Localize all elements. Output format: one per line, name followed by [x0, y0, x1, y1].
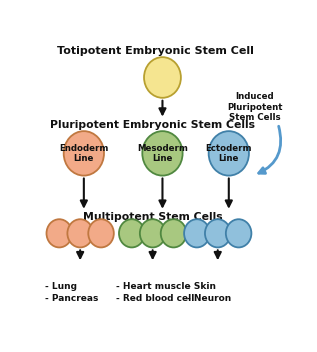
Text: Mesoderm
Line: Mesoderm Line — [137, 144, 188, 163]
Text: Endoderm
Line: Endoderm Line — [59, 144, 108, 163]
Circle shape — [184, 219, 210, 247]
Circle shape — [68, 219, 93, 247]
Circle shape — [119, 219, 145, 247]
Circle shape — [64, 131, 104, 176]
Circle shape — [205, 219, 230, 247]
Text: Ectoderm
Line: Ectoderm Line — [205, 144, 252, 163]
Text: Induced
Pluripotent
Stem Cells: Induced Pluripotent Stem Cells — [227, 92, 282, 122]
Text: Pluripotent Embryonic Stem Cells: Pluripotent Embryonic Stem Cells — [50, 120, 255, 130]
Circle shape — [140, 219, 165, 247]
Circle shape — [88, 219, 114, 247]
Circle shape — [226, 219, 251, 247]
Text: - Heart muscle
- Red blood cell: - Heart muscle - Red blood cell — [116, 282, 194, 303]
Circle shape — [209, 131, 249, 176]
FancyArrowPatch shape — [259, 126, 281, 174]
Circle shape — [144, 57, 181, 98]
Text: - Skin
- Neuron: - Skin - Neuron — [187, 282, 231, 303]
Circle shape — [142, 131, 183, 176]
Text: Multipotent Stem Cells: Multipotent Stem Cells — [83, 213, 223, 222]
Circle shape — [161, 219, 186, 247]
Text: - Lung
- Pancreas: - Lung - Pancreas — [44, 282, 98, 303]
Text: Totipotent Embryonic Stem Cell: Totipotent Embryonic Stem Cell — [57, 46, 254, 56]
Circle shape — [47, 219, 72, 247]
